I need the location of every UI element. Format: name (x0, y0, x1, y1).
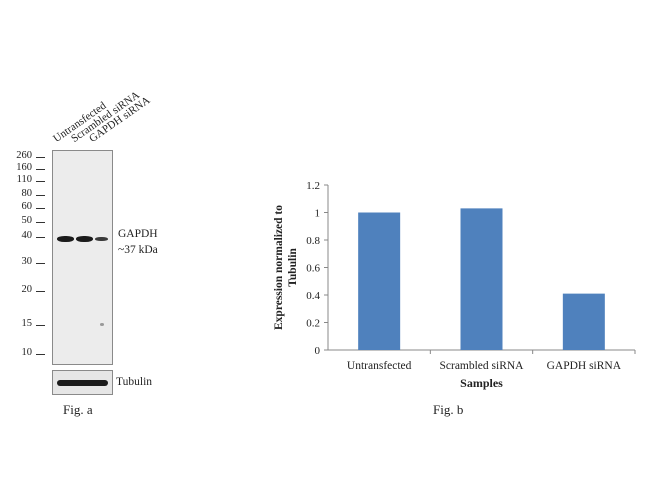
tubulin-band (57, 380, 108, 386)
mw-marker-20: 20 (21, 284, 33, 295)
y-tick-label: 0 (315, 345, 321, 357)
target-protein-label: GAPDH (118, 228, 158, 240)
mw-marker-10: 10 (21, 347, 33, 358)
mw-marker-80: 80 (21, 188, 33, 199)
mw-marker-160: 160 (16, 162, 32, 173)
y-tick-label: 0.4 (306, 290, 320, 302)
x-axis-title: Samples (460, 376, 503, 390)
fig-a-caption: Fig. a (63, 402, 93, 417)
mw-tick-20 (36, 291, 45, 292)
mw-tick-160 (36, 169, 45, 170)
loading-control-label: Tubulin (116, 376, 153, 388)
mw-tick-60 (36, 208, 45, 209)
western-blot-membrane (52, 150, 113, 365)
y-tick-label: 1.2 (306, 180, 320, 192)
mw-marker-30: 30 (21, 256, 33, 267)
x-tick-label: Scrambled siRNA (439, 360, 524, 372)
y-tick-label: 0.2 (306, 318, 320, 330)
y-tick-label: 1 (315, 208, 321, 220)
mw-tick-15 (36, 325, 45, 326)
mw-marker-260: 260 (16, 150, 32, 161)
mw-marker-40: 40 (21, 230, 33, 241)
mw-tick-30 (36, 263, 45, 264)
x-tick-label: GAPDH siRNA (547, 360, 622, 372)
y-tick-label: 0.8 (306, 235, 320, 247)
mw-marker-60: 60 (21, 201, 33, 212)
y-axis-title-line-2: Tubulin (287, 248, 299, 287)
mw-tick-50 (36, 222, 45, 223)
mw-tick-260 (36, 157, 45, 158)
tubulin-blot-strip (52, 370, 113, 395)
blot-artifact-dot (100, 323, 104, 326)
mw-marker-110: 110 (16, 174, 32, 185)
mw-marker-50: 50 (21, 215, 33, 226)
y-tick-label: 0.6 (306, 263, 320, 275)
y-axis-title-line-1: Expression normalized to (273, 205, 285, 330)
mw-tick-40 (36, 237, 45, 238)
mw-tick-80 (36, 195, 45, 196)
gapdh-band-scrambled (76, 236, 93, 242)
fig-b-caption: Fig. b (433, 402, 464, 417)
target-size-label: ~37 kDa (118, 244, 158, 256)
mw-marker-15: 15 (21, 318, 33, 329)
bar-1 (460, 208, 503, 350)
x-tick-label: Untransfected (347, 360, 412, 372)
bar-2 (562, 293, 605, 350)
gapdh-band-gapdh-sirna (95, 237, 108, 241)
gapdh-band-untransfected (57, 236, 74, 242)
mw-tick-10 (36, 354, 45, 355)
bar-0 (358, 212, 401, 350)
mw-tick-110 (36, 181, 45, 182)
